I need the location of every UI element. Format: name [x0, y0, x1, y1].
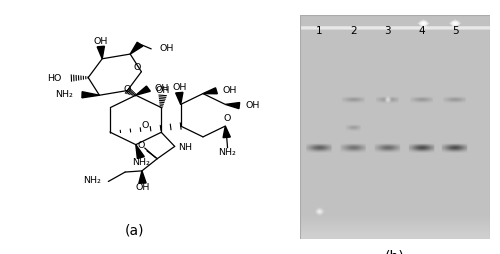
- Text: OH: OH: [222, 86, 237, 95]
- Text: OH: OH: [136, 183, 149, 192]
- Text: O: O: [138, 141, 145, 150]
- Polygon shape: [226, 103, 239, 109]
- Text: O: O: [134, 63, 141, 72]
- Polygon shape: [82, 92, 100, 98]
- Text: 3: 3: [384, 26, 390, 36]
- Text: NH₂: NH₂: [82, 177, 100, 185]
- Text: 4: 4: [418, 26, 425, 36]
- Text: NH: NH: [178, 143, 192, 152]
- Text: OH: OH: [172, 84, 186, 92]
- Text: NH₂: NH₂: [132, 158, 150, 167]
- Polygon shape: [97, 46, 104, 59]
- Polygon shape: [136, 86, 150, 95]
- Text: 1: 1: [316, 26, 322, 36]
- Polygon shape: [176, 92, 183, 104]
- Text: O: O: [224, 114, 231, 123]
- Text: OH: OH: [246, 101, 260, 110]
- Text: (a): (a): [124, 224, 144, 237]
- Polygon shape: [223, 126, 230, 138]
- Text: 2: 2: [350, 26, 356, 36]
- Text: OH: OH: [94, 37, 108, 46]
- Polygon shape: [136, 145, 144, 158]
- Text: NH₂: NH₂: [55, 90, 73, 99]
- Text: OH: OH: [155, 84, 169, 93]
- Text: NH₂: NH₂: [218, 148, 236, 157]
- Text: HO: HO: [47, 74, 62, 83]
- Polygon shape: [139, 171, 146, 183]
- Text: 5: 5: [452, 26, 459, 36]
- Text: O: O: [123, 85, 130, 94]
- Polygon shape: [203, 88, 218, 94]
- Text: OH: OH: [159, 44, 174, 53]
- Polygon shape: [130, 42, 143, 54]
- Text: OH: OH: [156, 86, 170, 95]
- Text: (b): (b): [385, 250, 405, 254]
- Text: O: O: [142, 121, 149, 130]
